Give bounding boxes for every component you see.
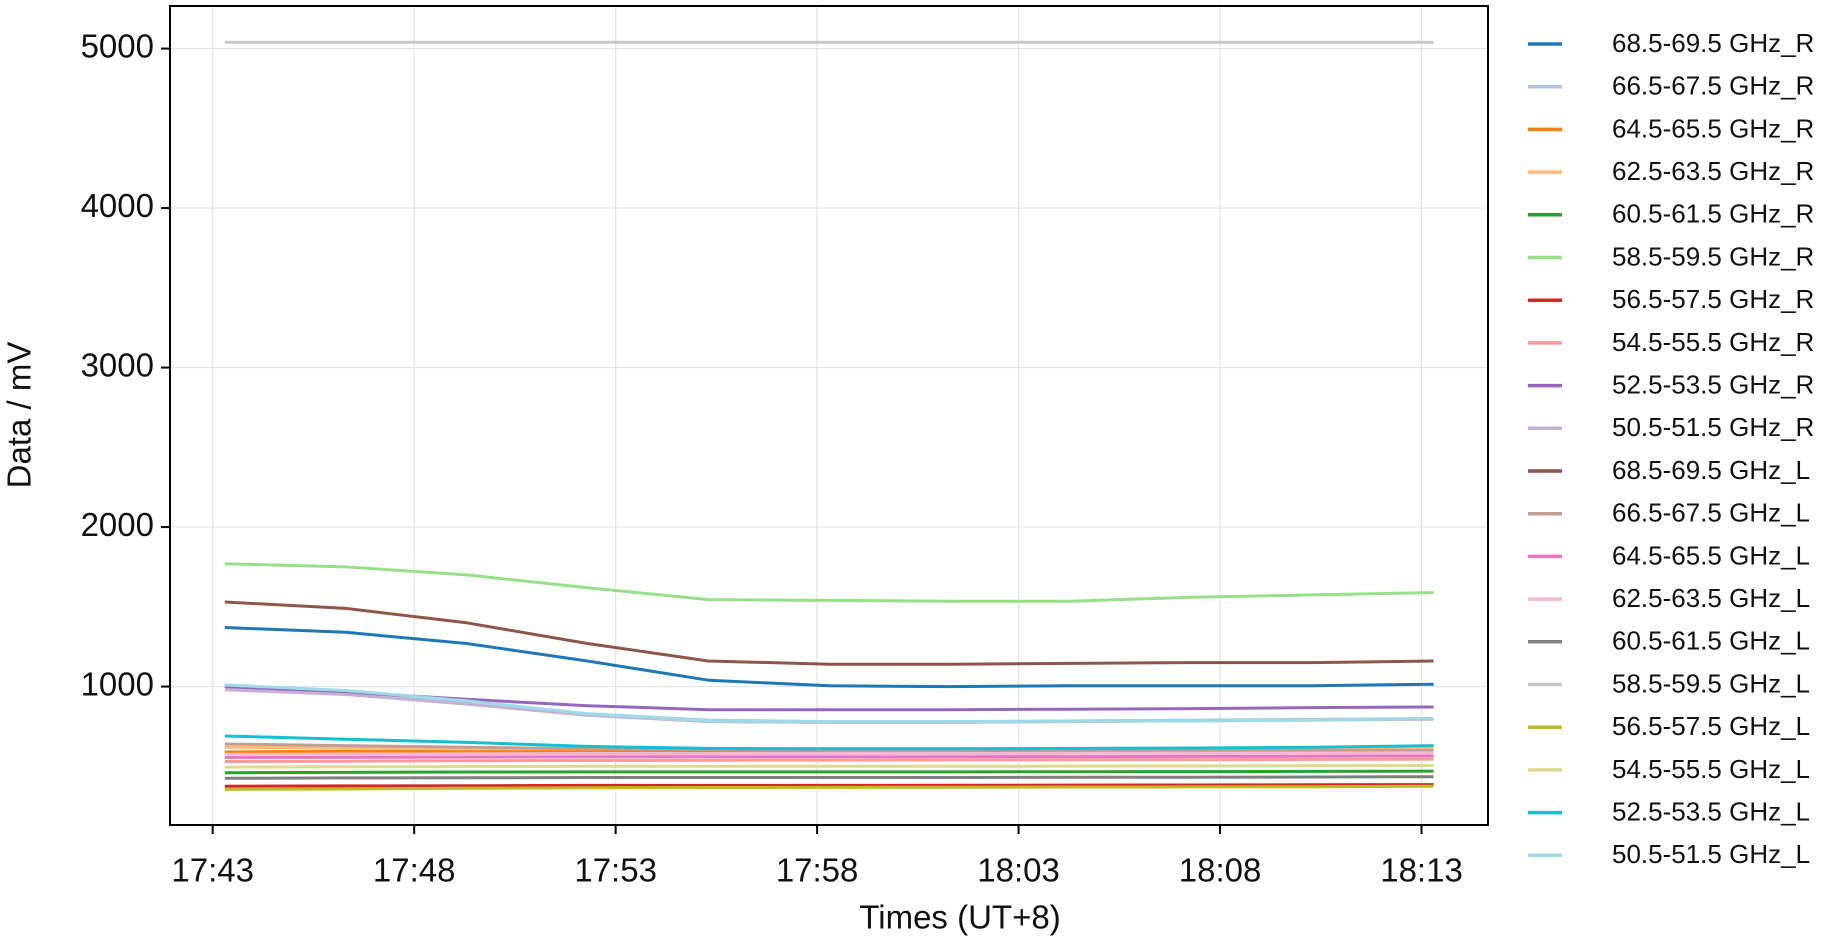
x-tick-label: 17:43 — [171, 852, 254, 889]
legend-label: 52.5-53.5 GHz_L — [1612, 796, 1810, 826]
series-line — [224, 600, 1434, 666]
y-tick-label: 1000 — [81, 665, 154, 702]
series-line — [224, 754, 1434, 759]
x-tick-label: 17:48 — [373, 852, 456, 889]
legend-label: 68.5-69.5 GHz_R — [1612, 28, 1814, 58]
legend-label: 54.5-55.5 GHz_L — [1612, 754, 1810, 784]
legend-label: 64.5-65.5 GHz_R — [1612, 113, 1814, 143]
series-line — [224, 742, 1434, 752]
series-line — [224, 764, 1434, 769]
legend-label: 54.5-55.5 GHz_R — [1612, 327, 1814, 357]
series-line — [224, 562, 1434, 603]
x-tick-label: 18:08 — [1179, 852, 1262, 889]
legend-label: 56.5-57.5 GHz_L — [1612, 711, 1810, 741]
series-line — [224, 775, 1434, 780]
x-tick-label: 17:53 — [574, 852, 657, 889]
legend-label: 64.5-65.5 GHz_L — [1612, 540, 1810, 570]
x-tick-label: 17:58 — [776, 852, 859, 889]
series-line — [224, 683, 1434, 724]
legend-label: 52.5-53.5 GHz_R — [1612, 369, 1814, 399]
x-axis-label: Times (UT+8) — [859, 899, 1060, 936]
series-line — [224, 769, 1434, 775]
series-line — [224, 757, 1434, 763]
y-axis-label: Data / mV — [1, 342, 38, 489]
y-tick-label: 5000 — [81, 27, 154, 64]
legend-label: 66.5-67.5 GHz_R — [1612, 71, 1814, 101]
x-tick-label: 18:03 — [977, 852, 1060, 889]
legend-label: 60.5-61.5 GHz_L — [1612, 626, 1810, 656]
legend-label: 68.5-69.5 GHz_L — [1612, 455, 1810, 485]
legend-label: 66.5-67.5 GHz_L — [1612, 498, 1810, 528]
series-line — [224, 685, 1434, 724]
legend-label: 62.5-63.5 GHz_L — [1612, 583, 1810, 613]
series-line — [224, 783, 1434, 788]
y-tick-label: 3000 — [81, 346, 154, 383]
series-line — [224, 734, 1434, 751]
x-tick-label: 18:13 — [1380, 852, 1463, 889]
legend-label: 50.5-51.5 GHz_R — [1612, 412, 1814, 442]
y-tick-label: 4000 — [81, 187, 154, 224]
legend-label: 62.5-63.5 GHz_R — [1612, 156, 1814, 186]
series-line — [224, 784, 1434, 791]
legend-label: 60.5-61.5 GHz_R — [1612, 199, 1814, 229]
series-line — [224, 751, 1434, 756]
legend-label: 58.5-59.5 GHz_R — [1612, 241, 1814, 271]
legend-label: 56.5-57.5 GHz_R — [1612, 284, 1814, 314]
legend-label: 58.5-59.5 GHz_L — [1612, 668, 1810, 698]
series-line — [224, 626, 1434, 689]
legend-label: 50.5-51.5 GHz_L — [1612, 839, 1810, 869]
y-tick-label: 2000 — [81, 506, 154, 543]
plot-frame — [169, 5, 1489, 826]
